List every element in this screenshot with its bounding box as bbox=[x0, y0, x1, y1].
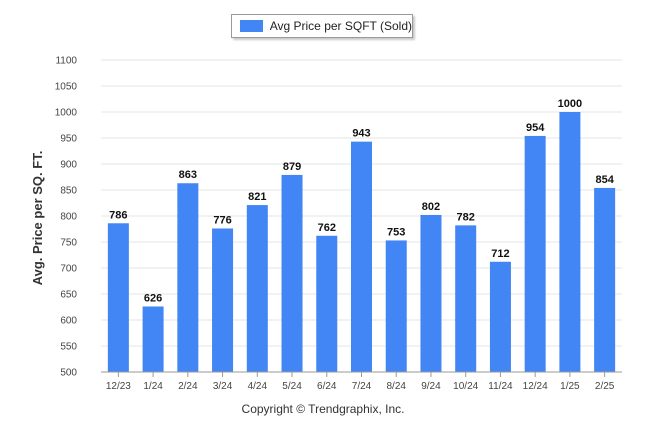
data-label: 762 bbox=[318, 222, 336, 234]
x-tick-label: 12/23 bbox=[106, 381, 131, 392]
data-label: 802 bbox=[422, 201, 440, 213]
x-tick-label: 9/24 bbox=[421, 381, 441, 392]
x-tick-label: 2/24 bbox=[178, 381, 198, 392]
bar bbox=[107, 223, 129, 372]
bar bbox=[281, 174, 303, 372]
data-label: 854 bbox=[595, 174, 614, 186]
data-label: 1000 bbox=[558, 98, 582, 110]
bar bbox=[455, 225, 477, 372]
y-tick-label: 550 bbox=[60, 342, 77, 353]
bar bbox=[142, 306, 164, 372]
bar bbox=[177, 183, 199, 372]
bar bbox=[420, 214, 442, 372]
x-tick-label: 8/24 bbox=[386, 381, 406, 392]
y-tick-label: 600 bbox=[60, 316, 77, 327]
y-tick-label: 1000 bbox=[55, 108, 78, 119]
bar bbox=[385, 240, 407, 372]
y-tick-label: 1100 bbox=[55, 56, 77, 67]
data-label: 782 bbox=[457, 211, 475, 223]
legend-label: Avg Price per SQFT (Sold) bbox=[269, 19, 412, 33]
x-tick-label: 11/24 bbox=[488, 381, 513, 392]
data-label: 786 bbox=[109, 209, 127, 221]
data-labels: 786 626 863 776 821 879 762 943 753 802 782 712 954 1… bbox=[109, 98, 615, 304]
y-tick-label: 700 bbox=[60, 264, 77, 275]
y-tick-label: 950 bbox=[60, 134, 77, 145]
bar bbox=[351, 141, 372, 372]
y-tick-label: 750 bbox=[60, 238, 77, 249]
bar bbox=[594, 187, 616, 372]
y-axis-label: Avg. Price per SQ. FT. bbox=[30, 151, 45, 286]
data-label: 879 bbox=[283, 161, 301, 173]
x-tick-label: 5/24 bbox=[282, 381, 302, 392]
bar bbox=[212, 228, 234, 372]
bar bbox=[524, 135, 546, 372]
bar bbox=[316, 235, 338, 372]
y-tick-label: 800 bbox=[60, 212, 77, 223]
bar bbox=[246, 205, 268, 372]
legend-swatch bbox=[240, 20, 263, 32]
copyright-credit: Copyright © Trendgraphix, Inc. bbox=[241, 402, 405, 416]
y-tick-label: 500 bbox=[60, 368, 77, 379]
bar bbox=[489, 261, 511, 372]
x-tick-label: 4/24 bbox=[248, 381, 268, 392]
y-tick-labels: 500 550 600 650 700 750 800 850 900 950 1000 1050 11… bbox=[55, 56, 78, 379]
x-tick-label: 12/24 bbox=[523, 381, 548, 392]
y-tick-label: 650 bbox=[60, 290, 77, 301]
y-tick-label: 1050 bbox=[55, 82, 78, 93]
x-tick-labels: 12/23 1/24 2/24 3/24 4/24 5/24 6/24 7/24 8/24 9/2… bbox=[101, 371, 622, 392]
x-tick-label: 2/25 bbox=[595, 381, 615, 392]
bar bbox=[559, 112, 581, 372]
data-label: 753 bbox=[387, 226, 405, 238]
y-tick-label: 900 bbox=[60, 160, 77, 171]
data-label: 863 bbox=[179, 169, 197, 181]
data-label: 943 bbox=[352, 128, 370, 140]
x-tick-label: 1/24 bbox=[143, 381, 163, 392]
x-tick-label: 1/25 bbox=[560, 381, 580, 392]
x-tick-label: 7/24 bbox=[352, 381, 372, 392]
x-tick-label: 10/24 bbox=[453, 381, 478, 392]
x-tick-label: 6/24 bbox=[317, 381, 337, 392]
data-label: 821 bbox=[248, 191, 266, 203]
data-label: 954 bbox=[526, 122, 545, 134]
bars bbox=[107, 112, 616, 372]
y-tick-label: 850 bbox=[60, 186, 77, 197]
legend: Avg Price per SQFT (Sold) bbox=[231, 14, 413, 38]
data-label: 626 bbox=[144, 292, 162, 304]
data-label: 712 bbox=[491, 248, 509, 260]
data-label: 776 bbox=[213, 214, 231, 226]
x-tick-label: 3/24 bbox=[213, 381, 233, 392]
